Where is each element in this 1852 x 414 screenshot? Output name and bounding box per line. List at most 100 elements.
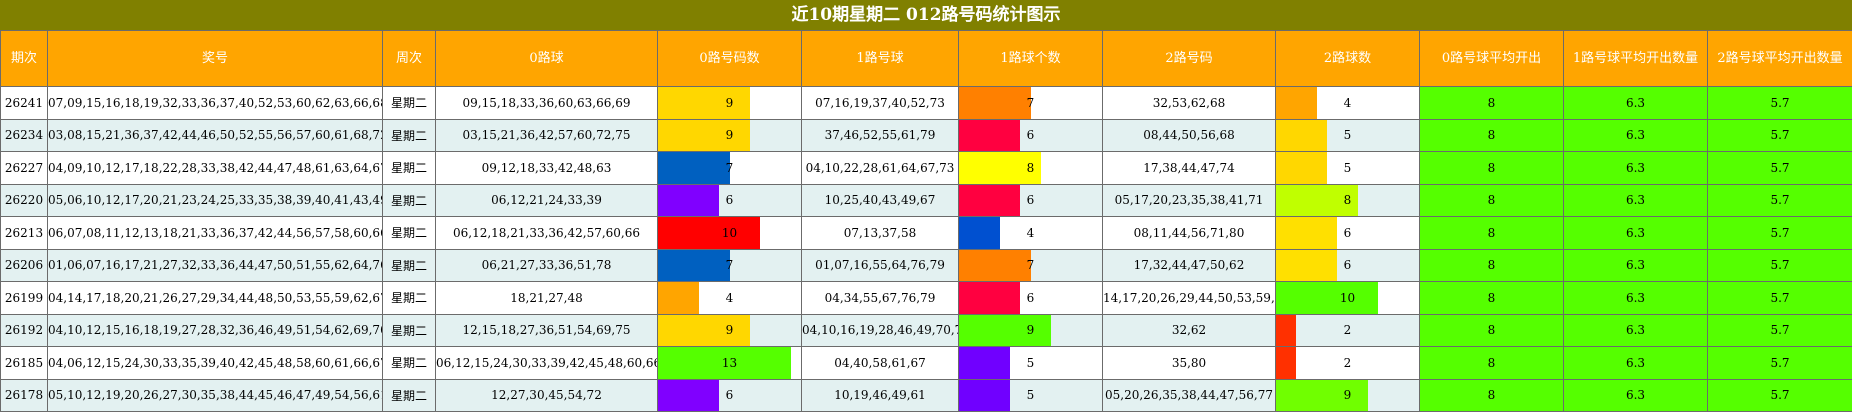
winning-numbers-cell: 04,14,17,18,20,21,26,27,29,34,44,48,50,5… [47, 281, 383, 315]
count-value: 8 [1026, 160, 1035, 175]
route2-balls-cell: 08,11,44,56,71,80 [1102, 216, 1276, 250]
route2-count-bar: 6 [1275, 248, 1420, 282]
route0-average-cell: 8 [1419, 378, 1564, 412]
count-value: 6 [1343, 225, 1352, 240]
route1-average-cell: 6.3 [1563, 346, 1708, 380]
count-bar-fill [959, 152, 1041, 184]
issue-cell: 26213 [0, 216, 48, 250]
count-value: 6 [1343, 258, 1352, 273]
header-route2-balls: 2路号码 [1102, 30, 1276, 87]
route2-average-cell: 5.7 [1707, 86, 1852, 120]
route2-balls-cell: 32,62 [1102, 313, 1276, 347]
route2-average-cell: 5.7 [1707, 313, 1852, 347]
issue-cell: 26220 [0, 183, 48, 217]
route2-balls-cell: 05,20,26,35,38,44,47,56,77 [1102, 378, 1276, 412]
route2-balls-cell: 05,17,20,23,35,38,41,71 [1102, 183, 1276, 217]
table-row: 26192 04,10,12,15,16,18,19,27,28,32,36,46… [0, 313, 1852, 347]
route0-balls-cell: 12,15,18,27,36,51,54,69,75 [435, 313, 658, 347]
route2-count-bar: 2 [1275, 346, 1420, 380]
route0-average-cell: 8 [1419, 248, 1564, 282]
route1-balls-cell: 04,40,58,61,67 [801, 346, 959, 380]
winning-numbers-cell: 04,09,10,12,17,18,22,28,33,38,42,44,47,4… [47, 151, 383, 185]
route2-balls-cell: 17,32,44,47,50,62 [1102, 248, 1276, 282]
count-bar-fill [658, 87, 750, 119]
route0-count-bar: 4 [657, 281, 802, 315]
route1-count-bar: 7 [958, 86, 1103, 120]
chart-title: 近10期星期二 012路号码统计图示 [0, 0, 1852, 30]
route1-count-bar: 4 [958, 216, 1103, 250]
weekday-cell: 星期二 [382, 118, 436, 152]
route2-balls-cell: 17,38,44,47,74 [1102, 151, 1276, 185]
count-value: 4 [1026, 225, 1035, 240]
weekday-cell: 星期二 [382, 183, 436, 217]
route2-average-cell: 5.7 [1707, 378, 1852, 412]
issue-cell: 26192 [0, 313, 48, 347]
route0-average-cell: 8 [1419, 313, 1564, 347]
header-route1-balls: 1路号球 [801, 30, 959, 87]
count-bar-fill [658, 314, 750, 346]
count-bar-fill [959, 347, 1011, 379]
winning-numbers-cell: 05,10,12,19,20,26,27,30,35,38,44,45,46,4… [47, 378, 383, 412]
weekday-cell: 星期二 [382, 248, 436, 282]
winning-numbers-cell: 04,06,12,15,24,30,33,35,39,40,42,45,48,5… [47, 346, 383, 380]
count-value: 4 [725, 290, 734, 305]
route2-balls-cell: 35,80 [1102, 346, 1276, 380]
route2-average-cell: 5.7 [1707, 183, 1852, 217]
winning-numbers-cell: 07,09,15,16,18,19,32,33,36,37,40,52,53,6… [47, 86, 383, 120]
count-bar-fill [1276, 119, 1328, 151]
route0-balls-cell: 09,15,18,33,36,60,63,66,69 [435, 86, 658, 120]
count-bar-fill [1276, 184, 1358, 216]
route1-average-cell: 6.3 [1563, 151, 1708, 185]
route0-average-cell: 8 [1419, 281, 1564, 315]
count-value: 6 [725, 388, 734, 403]
route2-balls-cell: 08,44,50,56,68 [1102, 118, 1276, 152]
count-value: 9 [725, 95, 734, 110]
table-row: 26213 06,07,08,11,12,13,18,21,33,36,37,42… [0, 216, 1852, 250]
route2-average-cell: 5.7 [1707, 281, 1852, 315]
route2-average-cell: 5.7 [1707, 346, 1852, 380]
route0-balls-cell: 06,12,21,24,33,39 [435, 183, 658, 217]
route0-count-bar: 9 [657, 118, 802, 152]
count-bar-fill [959, 379, 1011, 411]
header-route0-count: 0路号码数 [657, 30, 802, 87]
count-value: 5 [1343, 128, 1352, 143]
count-bar-fill [959, 184, 1021, 216]
issue-cell: 26199 [0, 281, 48, 315]
route0-balls-cell: 12,27,30,45,54,72 [435, 378, 658, 412]
header-route2-average: 2路号球平均开出数量 [1707, 30, 1852, 87]
count-value: 9 [1026, 323, 1035, 338]
route0-count-bar: 6 [657, 183, 802, 217]
route1-average-cell: 6.3 [1563, 248, 1708, 282]
route2-average-cell: 5.7 [1707, 118, 1852, 152]
winning-numbers-cell: 04,10,12,15,16,18,19,27,28,32,36,46,49,5… [47, 313, 383, 347]
route1-count-bar: 6 [958, 183, 1103, 217]
route1-balls-cell: 04,10,22,28,61,64,67,73 [801, 151, 959, 185]
issue-cell: 26241 [0, 86, 48, 120]
route2-balls-cell: 32,53,62,68 [1102, 86, 1276, 120]
route2-average-cell: 5.7 [1707, 216, 1852, 250]
count-bar-fill [959, 217, 1000, 249]
count-bar-fill [959, 119, 1021, 151]
route1-balls-cell: 07,16,19,37,40,52,73 [801, 86, 959, 120]
table-row: 26206 01,06,07,16,17,21,27,32,33,36,44,47… [0, 248, 1852, 282]
count-value: 7 [725, 258, 734, 273]
weekday-cell: 星期二 [382, 86, 436, 120]
route2-average-cell: 5.7 [1707, 248, 1852, 282]
weekday-cell: 星期二 [382, 313, 436, 347]
winning-numbers-cell: 03,08,15,21,36,37,42,44,46,50,52,55,56,5… [47, 118, 383, 152]
route0-count-bar: 9 [657, 313, 802, 347]
count-value: 4 [1343, 95, 1352, 110]
header-issue: 期次 [0, 30, 48, 87]
statistics-table: 期次 奖号 周次 0路球 0路号码数 1路号球 1路球个数 2路号码 2路球数 … [0, 30, 1852, 412]
route1-average-cell: 6.3 [1563, 183, 1708, 217]
route1-balls-cell: 10,25,40,43,49,67 [801, 183, 959, 217]
issue-cell: 26206 [0, 248, 48, 282]
count-value: 7 [1026, 95, 1035, 110]
table-row: 26220 05,06,10,12,17,20,21,23,24,25,33,35… [0, 183, 1852, 217]
count-value: 10 [721, 225, 738, 240]
table-row: 26178 05,10,12,19,20,26,27,30,35,38,44,45… [0, 378, 1852, 412]
route0-balls-cell: 06,12,15,24,30,33,39,42,45,48,60,66,69 [435, 346, 658, 380]
route0-count-bar: 7 [657, 151, 802, 185]
count-bar-fill [658, 152, 730, 184]
issue-cell: 26178 [0, 378, 48, 412]
